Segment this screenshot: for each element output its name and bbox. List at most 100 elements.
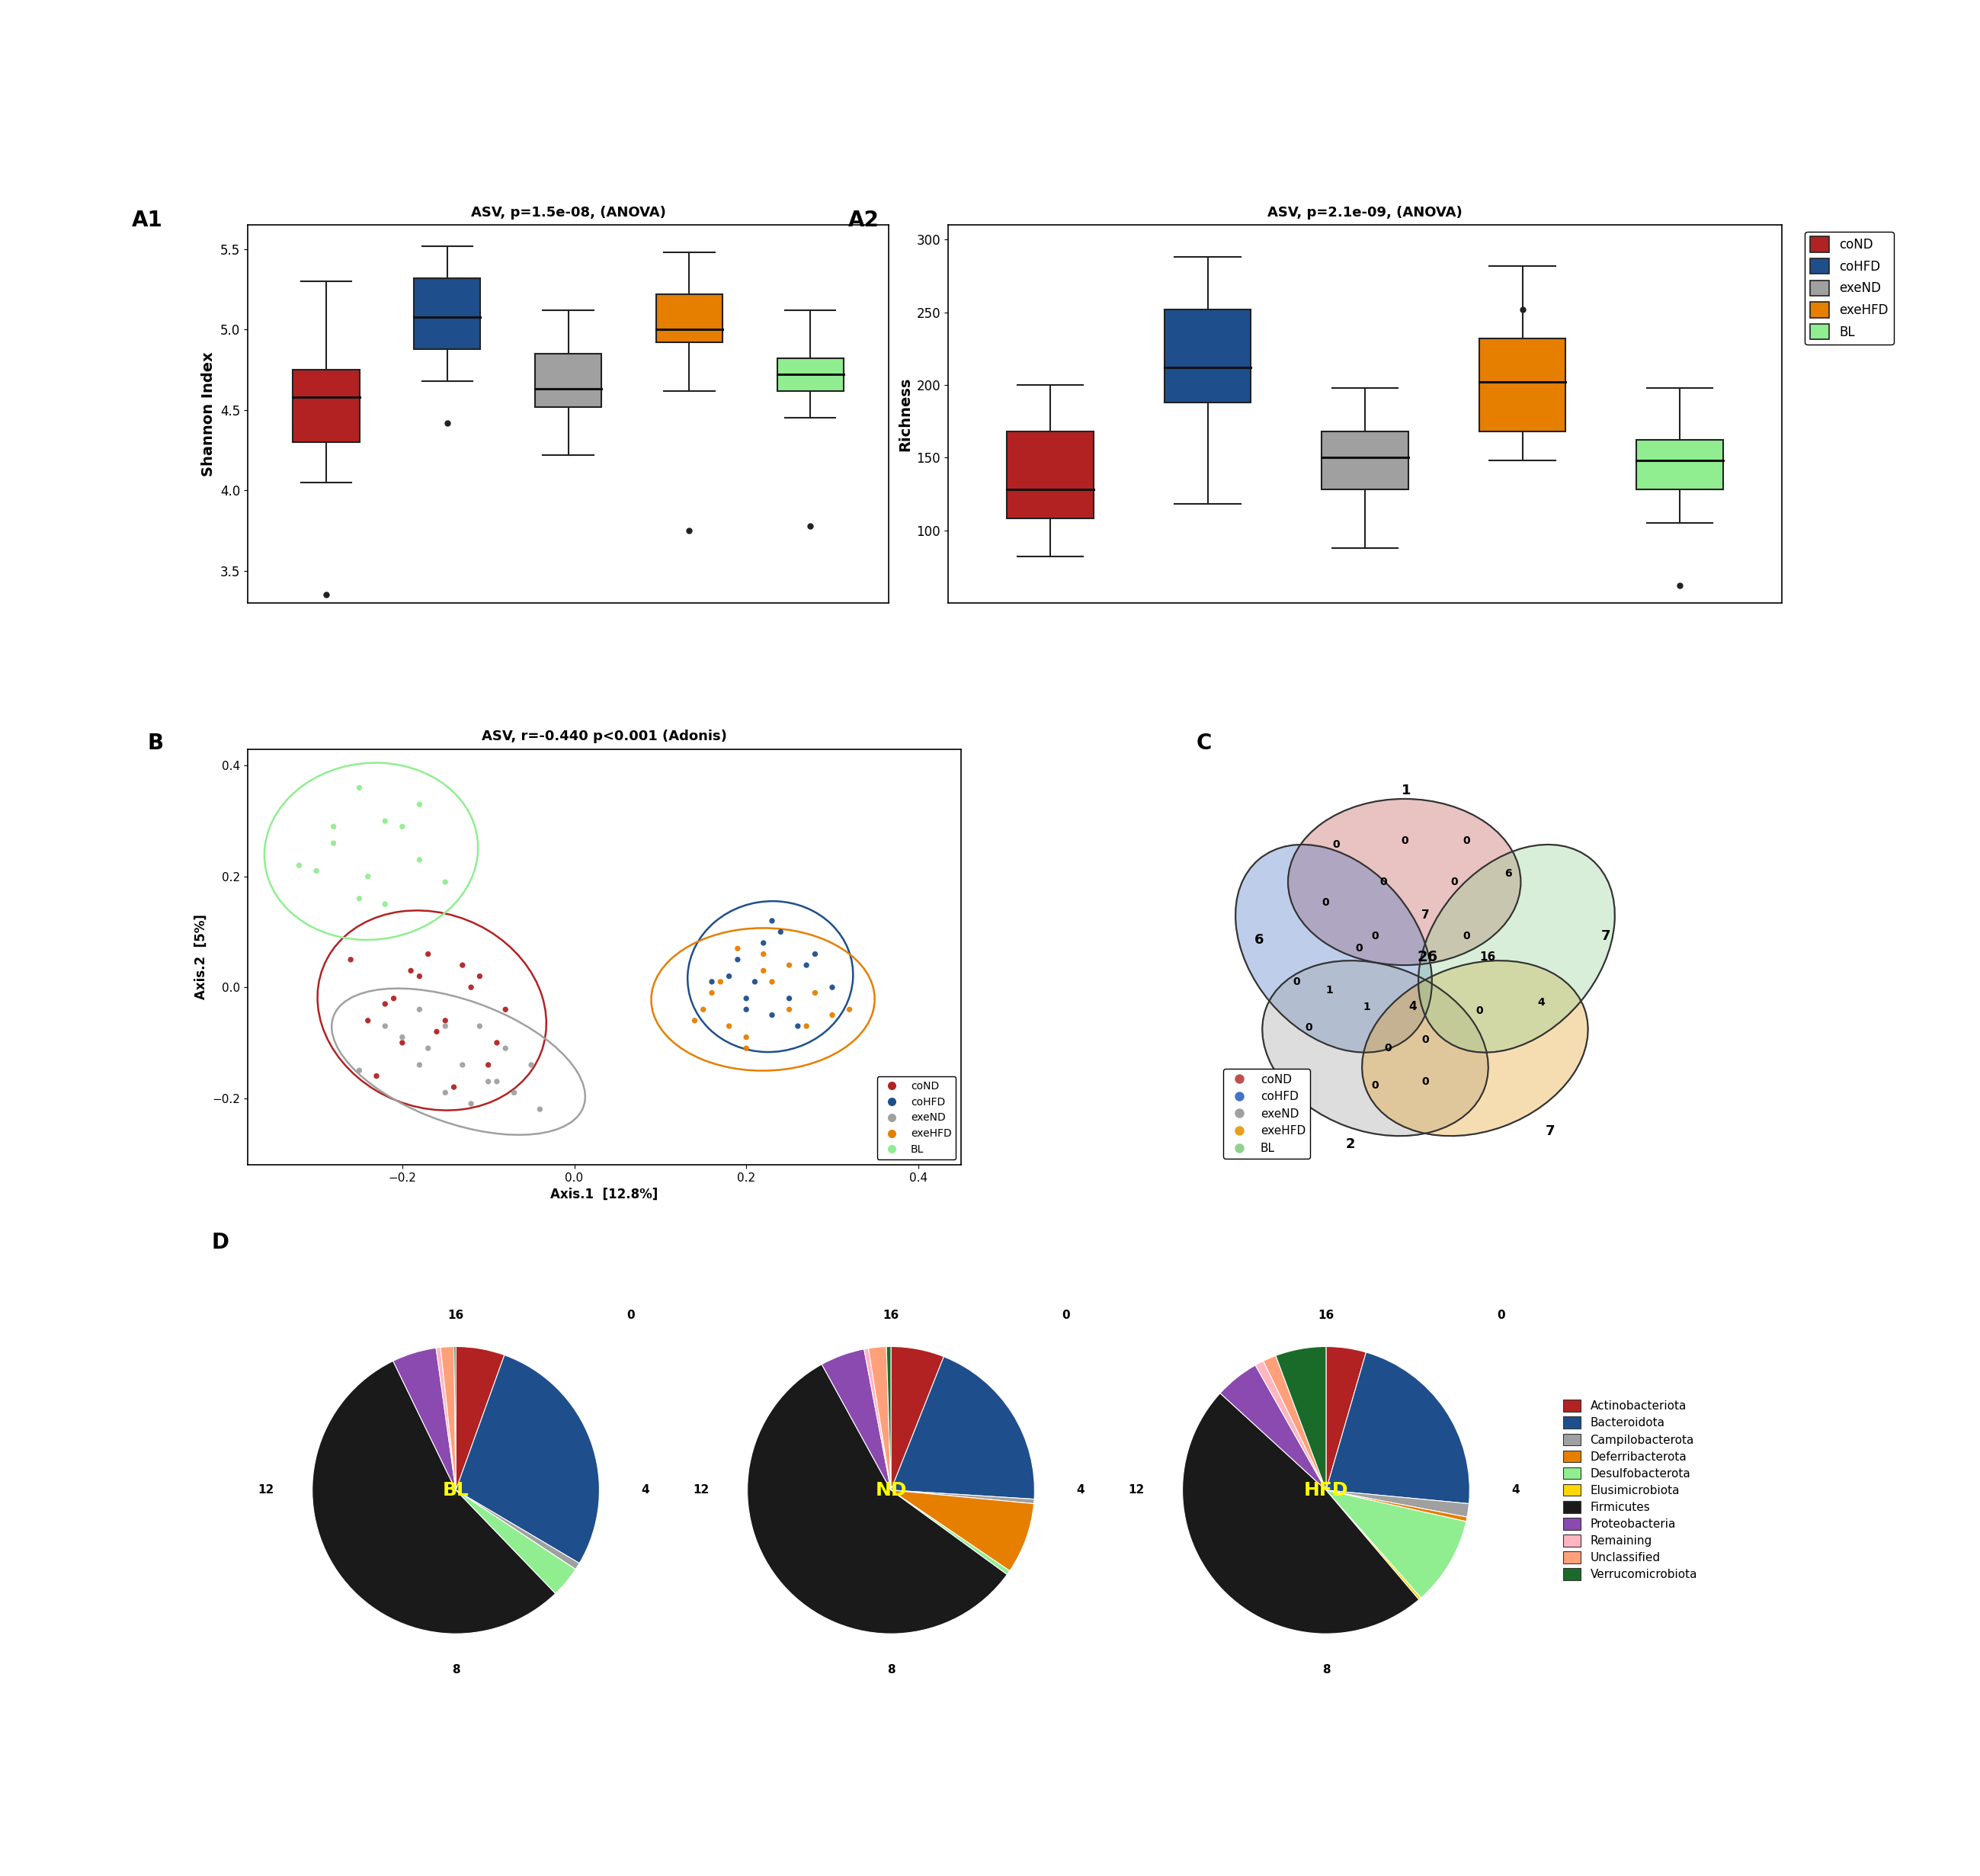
Text: 26: 26 — [1418, 949, 1437, 964]
Text: B: B — [148, 732, 164, 754]
Text: 1: 1 — [1364, 1002, 1370, 1011]
Point — [404, 844, 436, 874]
Point — [438, 1071, 469, 1101]
Text: 7: 7 — [1602, 929, 1610, 944]
Wedge shape — [455, 1354, 600, 1563]
Point — [343, 773, 374, 803]
Wedge shape — [455, 1490, 556, 1593]
Wedge shape — [1327, 1353, 1469, 1505]
Text: 4: 4 — [1511, 1484, 1519, 1495]
Point — [723, 946, 754, 976]
Text: 0: 0 — [1293, 976, 1301, 987]
Point — [368, 989, 400, 1019]
Ellipse shape — [1418, 844, 1616, 1052]
Point — [343, 1056, 374, 1086]
Point — [756, 1000, 788, 1030]
Point — [731, 1022, 762, 1052]
Wedge shape — [1327, 1347, 1366, 1490]
Point — [447, 1051, 479, 1081]
Text: 0: 0 — [1061, 1309, 1069, 1321]
Wedge shape — [1327, 1490, 1422, 1600]
Point — [731, 1034, 762, 1064]
Point — [360, 1062, 392, 1092]
Point — [790, 1011, 822, 1041]
Bar — [414, 278, 481, 349]
Point — [447, 949, 479, 979]
Text: 0: 0 — [1422, 1036, 1430, 1045]
Legend: coND, coHFD, exeND, exeHFD, BL: coND, coHFD, exeND, exeHFD, BL — [1224, 1069, 1311, 1159]
Bar — [655, 295, 723, 343]
Text: 0: 0 — [1400, 835, 1408, 846]
Ellipse shape — [1236, 844, 1432, 1052]
Text: 4: 4 — [1538, 998, 1544, 1007]
Title: ASV, r=-0.440 p<0.001 (Adonis): ASV, r=-0.440 p<0.001 (Adonis) — [481, 730, 727, 743]
Text: 0: 0 — [628, 1309, 636, 1321]
Wedge shape — [869, 1347, 891, 1490]
Point — [412, 1034, 444, 1064]
Point — [455, 1088, 487, 1118]
Bar — [1635, 441, 1723, 490]
Point — [679, 1006, 711, 1036]
Point — [368, 807, 400, 837]
Bar — [1164, 310, 1251, 403]
Wedge shape — [1263, 1356, 1327, 1490]
Point — [412, 940, 444, 970]
Wedge shape — [455, 1490, 576, 1593]
Text: ND: ND — [875, 1480, 907, 1499]
Point — [473, 1067, 505, 1097]
Point — [764, 917, 796, 947]
Point — [713, 961, 744, 991]
Point — [697, 966, 729, 996]
Point — [515, 1051, 546, 1081]
Text: 4: 4 — [1408, 1002, 1418, 1013]
Text: 0: 0 — [1384, 1043, 1392, 1054]
Text: 0: 0 — [1305, 1022, 1313, 1034]
Wedge shape — [891, 1490, 1010, 1574]
Text: 8: 8 — [451, 1664, 459, 1675]
Text: 0: 0 — [1451, 876, 1457, 887]
Text: 16: 16 — [1319, 1309, 1335, 1321]
Ellipse shape — [1362, 961, 1588, 1137]
Point — [756, 906, 788, 936]
Point — [430, 1077, 461, 1107]
Text: 0: 0 — [1475, 1006, 1483, 1017]
Text: C: C — [1196, 732, 1212, 754]
Wedge shape — [863, 1349, 891, 1490]
Text: 0: 0 — [1372, 1081, 1378, 1092]
Text: 16: 16 — [1479, 951, 1495, 962]
Text: 0: 0 — [1463, 930, 1471, 942]
Wedge shape — [1327, 1490, 1467, 1521]
Wedge shape — [455, 1347, 505, 1490]
Wedge shape — [1255, 1360, 1327, 1490]
Point — [731, 994, 762, 1024]
Text: 0: 0 — [1323, 897, 1329, 908]
Wedge shape — [891, 1347, 944, 1490]
Wedge shape — [746, 1364, 1008, 1634]
Point — [774, 949, 806, 979]
Ellipse shape — [1263, 961, 1489, 1137]
Text: 2: 2 — [1346, 1137, 1354, 1150]
Point — [499, 1077, 531, 1107]
Text: 1: 1 — [1402, 784, 1412, 797]
Point — [317, 812, 348, 842]
Point — [525, 1094, 556, 1124]
Text: 12: 12 — [693, 1484, 709, 1495]
Point — [790, 949, 822, 979]
Point — [748, 940, 780, 970]
Text: A1: A1 — [133, 210, 162, 231]
Point — [301, 855, 333, 885]
Point — [756, 966, 788, 996]
Point — [368, 889, 400, 919]
Point — [473, 1051, 505, 1081]
Wedge shape — [891, 1490, 1034, 1570]
Text: 4: 4 — [642, 1484, 649, 1495]
Point — [283, 850, 315, 880]
Text: 0: 0 — [1333, 839, 1338, 850]
Wedge shape — [1327, 1490, 1465, 1598]
Bar — [1323, 431, 1408, 490]
Point — [463, 961, 495, 991]
X-axis label: Axis.1  [12.8%]: Axis.1 [12.8%] — [550, 1188, 657, 1201]
Wedge shape — [1220, 1366, 1327, 1490]
Point — [430, 867, 461, 897]
Point — [731, 983, 762, 1013]
